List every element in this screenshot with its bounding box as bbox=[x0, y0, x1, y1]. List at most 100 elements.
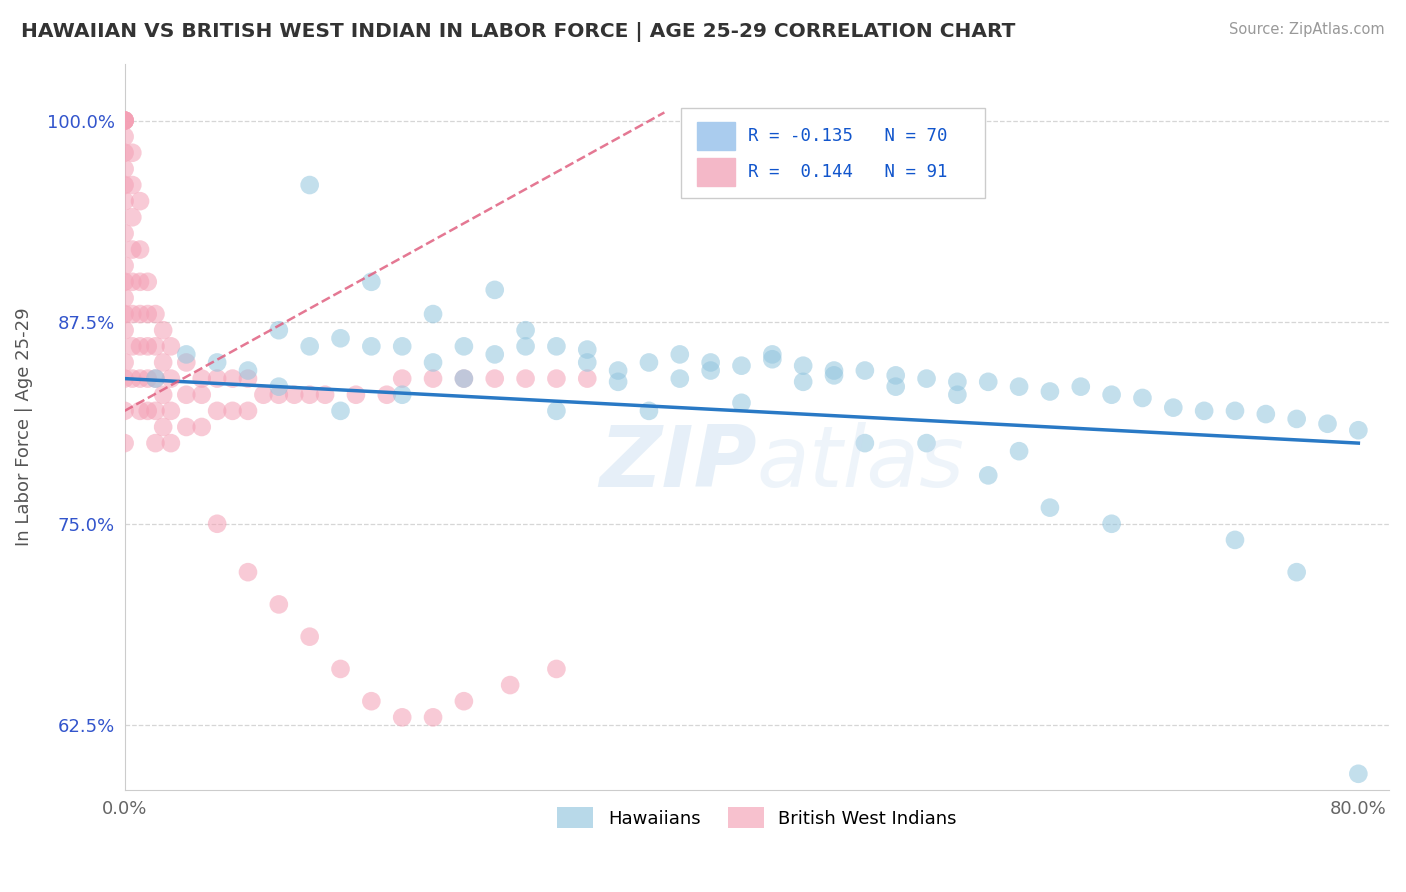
Point bbox=[114, 113, 136, 128]
Point bbox=[391, 371, 413, 385]
Point bbox=[1285, 412, 1308, 426]
Point bbox=[136, 404, 159, 418]
Point bbox=[515, 323, 537, 337]
Point bbox=[114, 323, 136, 337]
Point bbox=[136, 371, 159, 385]
Point bbox=[190, 371, 212, 385]
Point bbox=[114, 291, 136, 305]
Point bbox=[114, 259, 136, 273]
Point bbox=[1070, 379, 1092, 393]
Point bbox=[298, 388, 321, 402]
Point bbox=[121, 178, 143, 192]
Point bbox=[152, 355, 174, 369]
Text: Source: ZipAtlas.com: Source: ZipAtlas.com bbox=[1229, 22, 1385, 37]
Point bbox=[546, 662, 568, 676]
Point bbox=[576, 355, 599, 369]
Point bbox=[121, 145, 143, 160]
Point bbox=[422, 371, 444, 385]
Point bbox=[176, 420, 198, 434]
Point bbox=[546, 371, 568, 385]
Point bbox=[129, 307, 152, 321]
Point bbox=[453, 371, 475, 385]
Point bbox=[136, 339, 159, 353]
Point bbox=[1223, 404, 1246, 418]
Point bbox=[114, 161, 136, 176]
Point bbox=[391, 710, 413, 724]
Point bbox=[1254, 407, 1277, 421]
Point bbox=[160, 371, 183, 385]
Point bbox=[205, 516, 228, 531]
Point bbox=[853, 436, 876, 450]
Point bbox=[160, 339, 183, 353]
Point bbox=[121, 211, 143, 225]
Point bbox=[145, 371, 167, 385]
Point bbox=[114, 227, 136, 241]
Point bbox=[236, 371, 259, 385]
Point bbox=[114, 194, 136, 209]
Point bbox=[329, 404, 352, 418]
Point bbox=[1039, 384, 1062, 399]
Point bbox=[145, 404, 167, 418]
Point bbox=[129, 371, 152, 385]
Point bbox=[298, 339, 321, 353]
Point bbox=[1008, 444, 1031, 458]
Point bbox=[129, 404, 152, 418]
Point bbox=[576, 371, 599, 385]
Point bbox=[298, 630, 321, 644]
Point bbox=[792, 359, 814, 373]
Point bbox=[329, 331, 352, 345]
Text: atlas: atlas bbox=[756, 422, 965, 505]
Point bbox=[638, 404, 661, 418]
Point bbox=[1285, 565, 1308, 579]
Point bbox=[699, 355, 721, 369]
Point bbox=[422, 355, 444, 369]
Point bbox=[114, 113, 136, 128]
Point bbox=[114, 436, 136, 450]
Point bbox=[267, 323, 290, 337]
Point bbox=[176, 347, 198, 361]
Point bbox=[236, 404, 259, 418]
Point bbox=[114, 275, 136, 289]
Point bbox=[484, 371, 506, 385]
Point bbox=[152, 420, 174, 434]
Point bbox=[1039, 500, 1062, 515]
Point bbox=[205, 404, 228, 418]
Point bbox=[190, 420, 212, 434]
Point bbox=[546, 339, 568, 353]
Point bbox=[638, 355, 661, 369]
Point bbox=[152, 323, 174, 337]
Point bbox=[1101, 388, 1123, 402]
Point bbox=[823, 363, 845, 377]
Point bbox=[546, 404, 568, 418]
Point bbox=[114, 145, 136, 160]
Point bbox=[1161, 401, 1184, 415]
Point bbox=[176, 388, 198, 402]
Text: HAWAIIAN VS BRITISH WEST INDIAN IN LABOR FORCE | AGE 25-29 CORRELATION CHART: HAWAIIAN VS BRITISH WEST INDIAN IN LABOR… bbox=[21, 22, 1015, 42]
Point bbox=[121, 371, 143, 385]
Point bbox=[1347, 766, 1369, 780]
Text: R = -0.135   N = 70: R = -0.135 N = 70 bbox=[748, 127, 948, 145]
FancyBboxPatch shape bbox=[697, 159, 735, 186]
Point bbox=[1316, 417, 1339, 431]
Point bbox=[576, 343, 599, 357]
Point bbox=[160, 404, 183, 418]
Point bbox=[792, 375, 814, 389]
Point bbox=[114, 355, 136, 369]
Text: ZIP: ZIP bbox=[599, 422, 756, 505]
Point bbox=[267, 598, 290, 612]
Point bbox=[129, 194, 152, 209]
Point bbox=[176, 355, 198, 369]
Point bbox=[884, 368, 907, 383]
Point bbox=[129, 243, 152, 257]
Point bbox=[668, 371, 690, 385]
Point bbox=[221, 404, 243, 418]
Text: R =  0.144   N = 91: R = 0.144 N = 91 bbox=[748, 163, 948, 181]
Point bbox=[129, 275, 152, 289]
Point bbox=[114, 113, 136, 128]
Point bbox=[145, 436, 167, 450]
Point bbox=[121, 243, 143, 257]
Y-axis label: In Labor Force | Age 25-29: In Labor Force | Age 25-29 bbox=[15, 308, 32, 546]
Point bbox=[515, 371, 537, 385]
Point bbox=[915, 371, 938, 385]
Point bbox=[823, 368, 845, 383]
